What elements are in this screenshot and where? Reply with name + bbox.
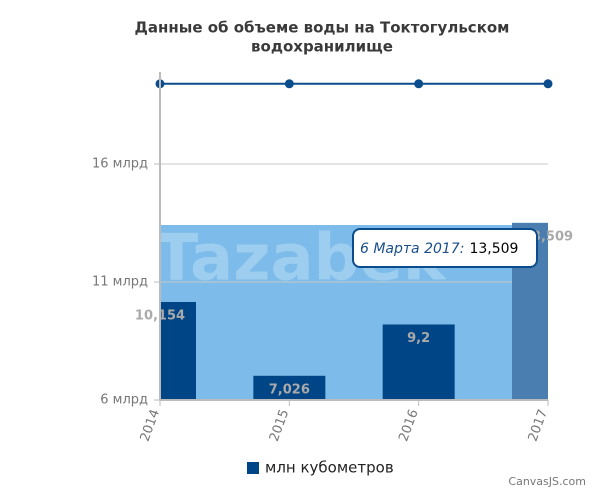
tooltip-box (352, 228, 538, 268)
tooltip-value: 13,509 (469, 241, 518, 257)
data-label: 7,026 (269, 382, 310, 397)
x-tick-label: 2014 (138, 407, 163, 443)
chart-title: Данные об объеме воды на Токтогульском (135, 19, 510, 37)
bar (382, 324, 455, 400)
tooltip-text: 6 Марта 2017: 13,509 (360, 241, 518, 257)
legend-label: млн кубометров (265, 459, 394, 477)
bar (253, 375, 326, 400)
line-point (543, 79, 553, 89)
x-tick-label: 2016 (396, 407, 421, 443)
data-label: 9,2 (407, 331, 430, 346)
y-tick-label: 16 млрд (92, 157, 148, 172)
chart-title: водохранилище (251, 38, 393, 56)
bar (160, 301, 196, 400)
tooltip-label: 6 Марта 2017: (360, 241, 464, 257)
line-point (414, 79, 424, 89)
credit: CanvasJS.com (508, 475, 586, 488)
y-tick-label: 6 млрд (100, 393, 148, 408)
line-point (284, 79, 294, 89)
tooltip: 6 Марта 2017: 13,509 (352, 228, 538, 268)
legend-swatch (247, 462, 259, 474)
y-tick-label: 11 млрд (92, 275, 148, 290)
x-tick-label: 2017 (526, 407, 551, 443)
x-tick-label: 2015 (267, 407, 292, 443)
